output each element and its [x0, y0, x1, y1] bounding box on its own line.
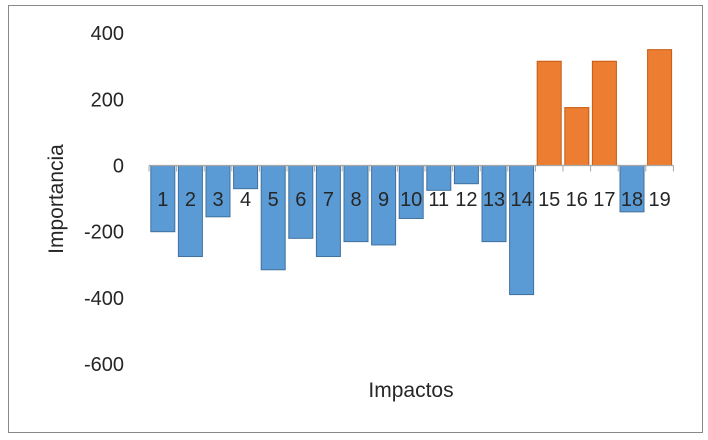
- category-label: 8: [350, 189, 361, 211]
- category-label: 3: [212, 189, 223, 211]
- bar-15: [536, 60, 562, 166]
- category-label: 14: [510, 189, 532, 211]
- y-tick-label: 400: [91, 23, 124, 45]
- bar-12: [453, 165, 479, 185]
- category-label: 17: [593, 189, 615, 211]
- bar-2: [177, 165, 203, 258]
- bar-14: [509, 165, 535, 296]
- category-label: 19: [648, 189, 670, 211]
- category-label: 7: [323, 189, 334, 211]
- category-label: 13: [483, 189, 505, 211]
- y-tick-label: 0: [113, 156, 124, 178]
- category-label: 16: [566, 189, 588, 211]
- category-label: 10: [400, 189, 422, 211]
- category-label: 6: [295, 189, 306, 211]
- y-tick-label: -200: [84, 222, 124, 244]
- bar-19: [647, 49, 673, 166]
- y-tick-label: -400: [84, 288, 124, 310]
- category-label: 9: [378, 189, 389, 211]
- bar-13: [481, 165, 507, 243]
- category-label: 12: [455, 189, 477, 211]
- bar-18: [619, 165, 645, 213]
- category-label: 2: [185, 189, 196, 211]
- category-label: 5: [268, 189, 279, 211]
- chart-border: [8, 5, 703, 433]
- bar-8: [343, 165, 369, 243]
- y-axis-title: Importancia: [45, 144, 68, 254]
- bar-4: [233, 165, 259, 190]
- y-tick-label: 200: [91, 89, 124, 111]
- bar-9: [371, 165, 397, 246]
- y-tick-label: -600: [84, 354, 124, 376]
- bar-11: [426, 165, 452, 191]
- bar-16: [564, 107, 590, 166]
- category-label: 15: [538, 189, 560, 211]
- bar-7: [315, 165, 341, 258]
- bar-1: [150, 165, 176, 233]
- category-label: 18: [621, 189, 643, 211]
- category-label: 11: [428, 189, 449, 211]
- bar-6: [288, 165, 314, 239]
- bar-17: [591, 60, 617, 166]
- x-axis-title: Impactos: [368, 379, 454, 402]
- category-label: 4: [240, 189, 251, 211]
- category-label: 1: [157, 189, 168, 211]
- bar-5: [260, 165, 286, 271]
